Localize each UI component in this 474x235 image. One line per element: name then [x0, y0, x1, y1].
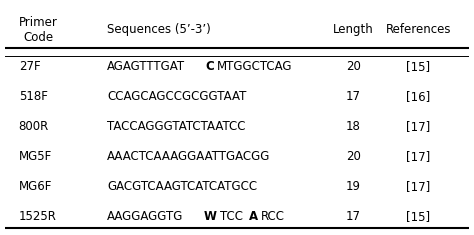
- Text: 17: 17: [346, 210, 361, 223]
- Text: 800R: 800R: [18, 120, 49, 133]
- Text: GACGTCAAGTCATCATGCC: GACGTCAAGTCATCATGCC: [107, 180, 257, 193]
- Text: [17]: [17]: [406, 150, 430, 163]
- Text: 20: 20: [346, 150, 361, 163]
- Text: 17: 17: [346, 90, 361, 103]
- Text: TCC: TCC: [220, 210, 243, 223]
- Text: [15]: [15]: [406, 60, 430, 73]
- Text: A: A: [249, 210, 258, 223]
- Text: TACCAGGGTATCTAATCC: TACCAGGGTATCTAATCC: [107, 120, 246, 133]
- Text: 518F: 518F: [18, 90, 47, 103]
- Text: W: W: [203, 210, 217, 223]
- Text: 27F: 27F: [18, 60, 40, 73]
- Text: Primer
Code: Primer Code: [18, 16, 57, 44]
- Text: [17]: [17]: [406, 120, 430, 133]
- Text: References: References: [385, 24, 451, 36]
- Text: 1525R: 1525R: [18, 210, 56, 223]
- Text: MTGGCTCAG: MTGGCTCAG: [217, 60, 292, 73]
- Text: CCAGCAGCCGCGGTAAT: CCAGCAGCCGCGGTAAT: [107, 90, 246, 103]
- Text: AAACTCAAAGGAATTGACGG: AAACTCAAAGGAATTGACGG: [107, 150, 270, 163]
- Text: AGAGTTTGAT: AGAGTTTGAT: [107, 60, 185, 73]
- Text: Sequences (5’-3’): Sequences (5’-3’): [107, 24, 210, 36]
- Text: [17]: [17]: [406, 180, 430, 193]
- Text: C: C: [206, 60, 214, 73]
- Text: [15]: [15]: [406, 210, 430, 223]
- Text: 19: 19: [346, 180, 361, 193]
- Text: [16]: [16]: [406, 90, 430, 103]
- Text: RCC: RCC: [261, 210, 284, 223]
- Text: MG6F: MG6F: [18, 180, 52, 193]
- Text: 18: 18: [346, 120, 361, 133]
- Text: AAGGAGGTG: AAGGAGGTG: [107, 210, 183, 223]
- Text: Length: Length: [333, 24, 374, 36]
- Text: 20: 20: [346, 60, 361, 73]
- Text: MG5F: MG5F: [18, 150, 52, 163]
